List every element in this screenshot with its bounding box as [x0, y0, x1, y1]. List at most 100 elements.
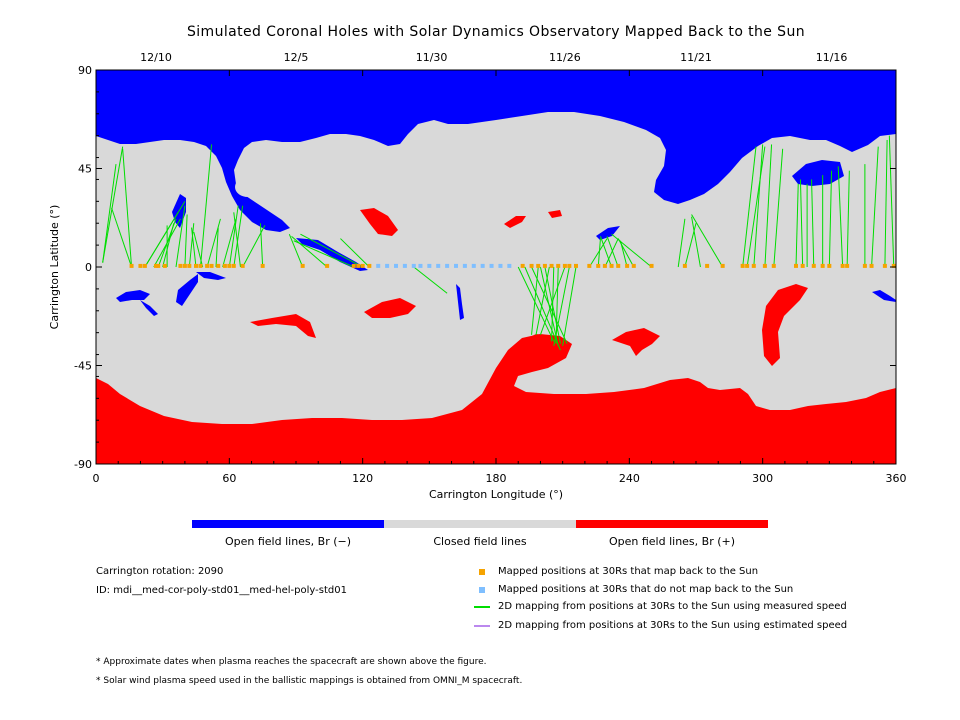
- mapping-line: [111, 207, 133, 268]
- mapping-line: [811, 179, 815, 268]
- mapping-line: [799, 179, 804, 268]
- mapped-position-point: [794, 263, 798, 268]
- south-polar-coronal-hole: [96, 334, 896, 464]
- mapped-positions: [129, 263, 896, 268]
- mapped-position-point: [811, 263, 816, 268]
- y-tick-label: 90: [78, 64, 92, 77]
- mapped-position-point: [182, 263, 187, 268]
- unmapped-position-point: [385, 263, 390, 268]
- colorbar-label-negative: Open field lines, Br (−): [225, 535, 351, 548]
- x-tick-label: 300: [752, 472, 773, 485]
- coronal-hole-south-strip: [456, 284, 464, 320]
- mapping-line: [611, 233, 652, 268]
- x-tick-label: 360: [886, 472, 907, 485]
- mapped-position-point: [587, 263, 592, 268]
- mapped-position-point: [845, 263, 850, 268]
- mapped-position-point: [549, 263, 554, 268]
- mapping-line: [233, 212, 241, 268]
- coronal-hole-40w-south: [176, 274, 198, 306]
- mapped-position-point: [187, 263, 192, 268]
- y-tick-label: -90: [74, 458, 92, 471]
- mapping-line: [291, 235, 328, 268]
- mapped-position-point: [216, 263, 221, 268]
- mapping-line: [122, 148, 133, 268]
- unmapped-position-point: [462, 263, 467, 268]
- coronal-hole-south-245: [612, 328, 660, 356]
- mapping-line: [293, 240, 354, 268]
- unmapped-position-point: [411, 263, 416, 268]
- mapping-line: [300, 233, 363, 268]
- mapping-line: [524, 266, 561, 351]
- mapping-line: [617, 238, 635, 268]
- colorbar-label-closed: Closed field lines: [433, 535, 527, 548]
- mapped-position-point: [562, 263, 567, 268]
- top-date-label: 11/16: [816, 51, 848, 64]
- mapped-position-point: [300, 263, 305, 268]
- unmapped-position-point: [436, 263, 441, 268]
- coronal-hole-west-equator: [116, 290, 150, 302]
- mapping-line: [206, 218, 221, 268]
- axes: 0 60 120 180 240 300 360 90 45 0 -45 -90 12/10 12/5 11…: [74, 51, 906, 485]
- top-date-label: 11/26: [549, 51, 581, 64]
- mapped-position-point: [882, 263, 887, 268]
- mapped-position-point: [194, 263, 198, 268]
- mapped-position-point: [520, 263, 525, 268]
- mapped-position-point: [720, 263, 725, 268]
- top-date-label: 12/5: [284, 51, 309, 64]
- mapping-line: [222, 218, 237, 268]
- mapping-line: [144, 212, 179, 268]
- mapped-position-point: [536, 263, 541, 268]
- mapped-position-point: [205, 263, 210, 268]
- mapping-line: [233, 205, 244, 268]
- mapped-position-point: [862, 263, 867, 268]
- mapping-line: [597, 238, 601, 268]
- mapping-line: [599, 236, 613, 268]
- mapped-position-point: [740, 263, 745, 268]
- mapped-position-point: [198, 263, 203, 268]
- mapping-line: [753, 144, 764, 268]
- mapped-position-point: [154, 263, 158, 268]
- mapping-line: [288, 233, 304, 268]
- x-tick-label: 240: [619, 472, 640, 485]
- colorbar-open-positive: [576, 520, 768, 528]
- unmapped-position-point: [394, 263, 398, 268]
- coronal-hole-south-300: [762, 284, 808, 366]
- unmapped-position-point: [427, 263, 432, 268]
- mapping-line: [604, 238, 619, 268]
- mapped-position-point: [142, 263, 147, 268]
- mapping-line: [884, 140, 888, 268]
- mapped-position-point: [840, 263, 845, 268]
- mapped-position-point: [351, 263, 356, 268]
- mapping-line: [539, 266, 559, 346]
- colorbar: Open field lines, Br (−) Closed field li…: [192, 520, 768, 548]
- mapped-position-point: [567, 263, 572, 268]
- unmapped-position-point: [376, 263, 381, 268]
- mapped-position-point: [820, 263, 825, 268]
- mapped-position-point: [891, 263, 896, 268]
- plot-area: [96, 70, 896, 464]
- mapping-line: [871, 146, 879, 268]
- mapped-position-point: [325, 263, 330, 268]
- top-date-label: 11/21: [680, 51, 712, 64]
- mapping-line: [102, 164, 117, 263]
- mapping-line: [413, 266, 448, 294]
- mapped-position-point: [178, 263, 183, 268]
- mapped-position-point: [574, 263, 578, 268]
- mapping-lines: [102, 135, 895, 351]
- mapped-position-point: [616, 263, 621, 268]
- coronal-hole-north-180: [504, 216, 526, 228]
- coronal-hole-west-strip: [140, 300, 158, 316]
- mapping-line: [175, 205, 186, 268]
- mapped-position-point: [625, 263, 630, 268]
- mapping-line: [535, 266, 550, 335]
- mapping-line: [162, 223, 175, 268]
- unmapped-position-point: [402, 263, 407, 268]
- unmapped-position-point: [489, 263, 494, 268]
- mapping-line: [228, 205, 239, 268]
- colorbar-closed: [384, 520, 576, 528]
- mapped-position-point: [869, 263, 874, 268]
- mapping-line: [588, 238, 608, 268]
- unmapped-position-point: [418, 263, 423, 268]
- mapped-position-point: [231, 263, 236, 268]
- coronal-hole-south-130: [364, 298, 416, 318]
